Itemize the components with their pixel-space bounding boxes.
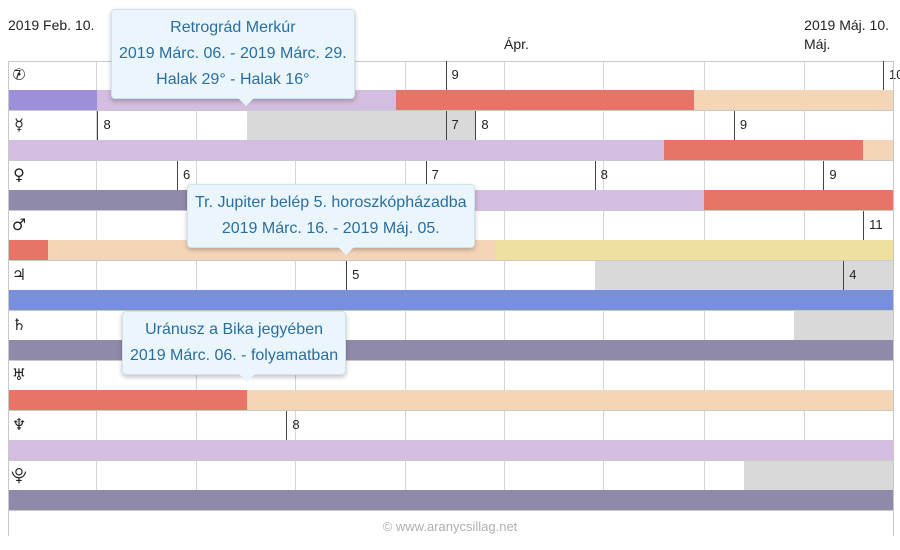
- tooltip-jupiter-house: Tr. Jupiter belép 5. horoszkópházadba 20…: [187, 184, 475, 255]
- row-divider: [8, 360, 893, 361]
- house-marker[interactable]: [286, 411, 288, 440]
- house-number-label: 7: [451, 117, 459, 132]
- tooltip-line: Tr. Jupiter belép 5. horoszkópházadba: [195, 194, 467, 211]
- house-number-label: 8: [600, 167, 608, 182]
- grid-line: [504, 61, 505, 511]
- house-number-label: 11: [869, 217, 883, 232]
- venus-icon: ♀: [13, 165, 25, 184]
- grid-line: [96, 61, 97, 511]
- house-marker[interactable]: [863, 211, 865, 240]
- sign-segment-capricorn[interactable]: [8, 490, 893, 510]
- month-label-may: Máj.: [804, 36, 831, 52]
- planet-row-mercury: ☿ 8 7 8 9: [8, 111, 893, 161]
- grid-line: [196, 61, 197, 511]
- row-divider: [8, 310, 893, 311]
- month-label-april: Ápr.: [504, 36, 529, 52]
- house-number-label: 4: [849, 267, 857, 282]
- house-marker[interactable]: [733, 111, 735, 140]
- grid-line: [405, 61, 406, 511]
- tooltip-line: 2019 Márc. 06. - 2019 Márc. 29.: [119, 45, 347, 62]
- grid-top-border: [8, 61, 893, 62]
- row-divider: [8, 260, 893, 261]
- house-number-label: 7: [14, 67, 22, 82]
- planet-row-neptune: ♆ 8: [8, 411, 893, 461]
- row-divider: [8, 460, 893, 461]
- sign-segment-aries[interactable]: [395, 90, 695, 110]
- row-divider: [8, 160, 893, 161]
- sign-segment-taurus[interactable]: [246, 390, 893, 410]
- house-number-label: 8: [481, 117, 489, 132]
- tooltip-line: 2019 Márc. 06. - folyamatban: [130, 347, 339, 364]
- house-marker[interactable]: [425, 161, 427, 190]
- sign-segment-aries[interactable]: [704, 190, 893, 210]
- house-marker[interactable]: [177, 161, 179, 190]
- end-date-label: 2019 Máj. 10.: [804, 17, 889, 33]
- planet-row-jupiter: ♃ 5 4: [8, 261, 893, 311]
- tooltip-uranus-sign: Uránusz a Bika jegyében 2019 Márc. 06. -…: [122, 311, 347, 382]
- sign-segment-pisces[interactable]: [445, 190, 705, 210]
- mercury-icon: ☿: [14, 115, 24, 134]
- tooltip-arrow: [338, 247, 354, 255]
- sign-segment-taurus[interactable]: [694, 90, 893, 110]
- sign-segment-gemini[interactable]: [495, 240, 893, 260]
- sign-segment-taurus[interactable]: [863, 140, 893, 160]
- house-number-label: 6: [183, 167, 191, 182]
- watermark: © www.aranycsillag.net: [382, 519, 518, 534]
- house-number-label: 8: [292, 417, 300, 432]
- house-marker[interactable]: [475, 111, 477, 140]
- house-number-label: 5: [352, 267, 360, 282]
- sign-segment-aries[interactable]: [8, 240, 48, 260]
- house-shaded-region[interactable]: [594, 261, 893, 290]
- house-marker[interactable]: [823, 161, 825, 190]
- tooltip-line: Uránusz a Bika jegyében: [145, 321, 323, 338]
- saturn-icon: ♄: [11, 315, 27, 334]
- sign-segment-aries[interactable]: [8, 390, 247, 410]
- sign-segment-pisces[interactable]: [8, 440, 893, 460]
- planet-row-pluto: ⯓: [8, 461, 893, 511]
- neptune-icon: ♆: [11, 415, 27, 434]
- row-divider: [8, 410, 893, 411]
- house-number-label: 9: [829, 167, 837, 182]
- tooltip-line: Halak 29° - Halak 16°: [156, 71, 310, 88]
- house-shaded-region[interactable]: [743, 461, 893, 490]
- planet-row-uranus: ♅: [8, 361, 893, 411]
- start-date-label: 2019 Feb. 10.: [8, 17, 95, 33]
- sign-segment-aquarius[interactable]: [8, 90, 98, 110]
- sign-segment-aries[interactable]: [664, 140, 864, 160]
- tooltip-line: Retrográd Merkúr: [170, 19, 296, 36]
- house-marker[interactable]: [883, 61, 885, 90]
- house-marker[interactable]: [445, 111, 447, 140]
- house-marker[interactable]: [843, 261, 845, 290]
- house-number-label: 7: [431, 167, 439, 182]
- house-marker[interactable]: [346, 261, 348, 290]
- row-divider: [8, 110, 893, 111]
- house-shaded-region[interactable]: [246, 111, 476, 140]
- tooltip-arrow: [239, 374, 255, 382]
- grid-line: [295, 61, 296, 511]
- sign-segment-capricorn[interactable]: [8, 190, 207, 210]
- sign-segment-pisces[interactable]: [8, 140, 665, 160]
- grid-left-border: [8, 61, 9, 536]
- tooltip-mercury-retrograde: Retrográd Merkúr 2019 Márc. 06. - 2019 M…: [111, 9, 355, 106]
- sun-icon: ☉: [11, 65, 27, 84]
- pluto-icon: ⯓: [11, 466, 27, 485]
- house-shaded-region[interactable]: [793, 311, 893, 340]
- tooltip-arrow: [238, 98, 254, 106]
- jupiter-icon: ♃: [11, 265, 27, 284]
- house-marker[interactable]: [97, 111, 99, 140]
- mars-icon: ♂: [11, 215, 27, 234]
- house-number-label: 9: [739, 117, 748, 132]
- row-divider: [8, 510, 893, 511]
- house-number-label: 8: [103, 117, 111, 132]
- house-marker[interactable]: [445, 61, 447, 90]
- grid-right-border: [893, 61, 894, 536]
- sign-segment-sagittarius[interactable]: [8, 290, 893, 310]
- tooltip-line: 2019 Márc. 16. - 2019 Máj. 05.: [221, 220, 440, 237]
- house-number-label: 9: [451, 67, 459, 82]
- house-number-label: 10: [889, 67, 900, 82]
- uranus-icon: ♅: [11, 365, 27, 384]
- house-marker[interactable]: [594, 161, 596, 190]
